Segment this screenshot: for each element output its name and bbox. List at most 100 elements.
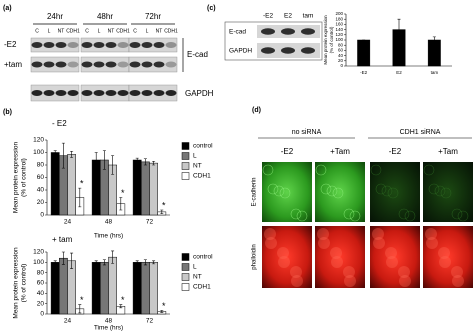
cell	[344, 275, 356, 287]
label: E-cad	[187, 50, 208, 59]
band	[81, 90, 93, 96]
legend-label: CDH1	[193, 284, 211, 291]
cell	[440, 187, 452, 199]
band	[165, 90, 177, 96]
cell	[296, 210, 308, 222]
cell	[375, 183, 387, 195]
bar	[50, 152, 60, 216]
cell	[273, 185, 285, 197]
band	[31, 42, 43, 48]
bar	[50, 262, 60, 315]
band	[129, 61, 141, 68]
error-bar	[111, 250, 115, 264]
x-tick-label: E2	[396, 70, 402, 75]
cell	[291, 275, 303, 287]
error-bar	[152, 160, 156, 166]
blot	[128, 84, 178, 102]
band	[117, 90, 129, 96]
cell	[372, 228, 384, 240]
y-tick-label: 140	[335, 27, 343, 32]
label: -E2	[4, 40, 17, 49]
x-axis-title: Time (hrs)	[94, 233, 123, 240]
y-axis-title: (% of control)	[329, 26, 334, 53]
label: NT	[156, 28, 163, 34]
error-bar	[94, 260, 98, 265]
error-bar	[160, 310, 164, 313]
band	[105, 42, 117, 48]
band	[301, 47, 315, 54]
bar	[427, 39, 441, 67]
chart-title: - E2	[52, 119, 67, 128]
cell	[331, 256, 343, 268]
legend-swatch	[181, 283, 190, 291]
band	[55, 42, 67, 48]
cell	[264, 228, 276, 240]
band	[141, 42, 153, 48]
micrograph	[262, 226, 312, 288]
y-tick-label: 40	[37, 187, 45, 194]
cell	[267, 183, 279, 195]
y-tick-label: 100	[33, 259, 44, 266]
legend-swatch	[181, 172, 190, 180]
band	[117, 61, 129, 68]
label: 72hr	[145, 12, 161, 21]
error-bar	[119, 304, 123, 309]
band	[105, 61, 117, 68]
label: L	[98, 28, 101, 34]
y-tick-label: 40	[37, 290, 45, 297]
cell	[385, 247, 397, 259]
cell	[326, 185, 338, 197]
legend-label: L	[193, 264, 197, 271]
cell	[315, 164, 327, 176]
micrograph	[315, 162, 365, 222]
error-bar	[53, 260, 57, 265]
y-tick-label: 120	[335, 32, 343, 37]
cell	[349, 210, 361, 222]
x-tick-label: -E2	[360, 70, 368, 75]
bar	[132, 159, 142, 216]
x-tick-label: 48	[105, 318, 113, 325]
band	[301, 28, 315, 35]
cell	[277, 247, 289, 259]
cell	[343, 208, 355, 220]
band	[281, 28, 295, 35]
significance: *	[80, 295, 84, 305]
cell	[457, 210, 469, 222]
x-tick-label: 24	[64, 219, 72, 226]
significance: *	[121, 295, 125, 305]
cell	[426, 237, 438, 249]
blot	[30, 84, 80, 102]
cell	[381, 185, 393, 197]
error-bar	[135, 157, 139, 163]
blot	[128, 56, 178, 73]
label: +Tam	[438, 147, 458, 156]
chart-title: + tam	[52, 235, 73, 244]
y-tick-label: 20	[37, 199, 45, 206]
cell	[451, 208, 463, 220]
band	[67, 90, 79, 96]
cell	[439, 256, 451, 268]
label: C	[133, 28, 137, 34]
y-tick-label: 100	[33, 149, 44, 156]
cell	[386, 256, 398, 268]
band	[55, 61, 67, 68]
significance: *	[162, 200, 166, 210]
error-bar	[70, 252, 74, 269]
error-bar	[135, 260, 139, 265]
error-bar	[61, 251, 65, 265]
error-bar	[111, 155, 115, 175]
band	[153, 61, 165, 68]
x-tick-label: 72	[146, 318, 154, 325]
significance: *	[162, 301, 166, 311]
cell	[330, 247, 342, 259]
error-bar	[143, 259, 147, 266]
bar	[141, 262, 150, 315]
error-bar	[397, 18, 401, 41]
band	[105, 90, 117, 96]
y-axis-title: Mean protein expression	[13, 142, 20, 214]
cell	[428, 183, 440, 195]
band	[141, 90, 153, 96]
legend-label: NT	[193, 163, 202, 170]
label: CDH1	[66, 28, 80, 34]
